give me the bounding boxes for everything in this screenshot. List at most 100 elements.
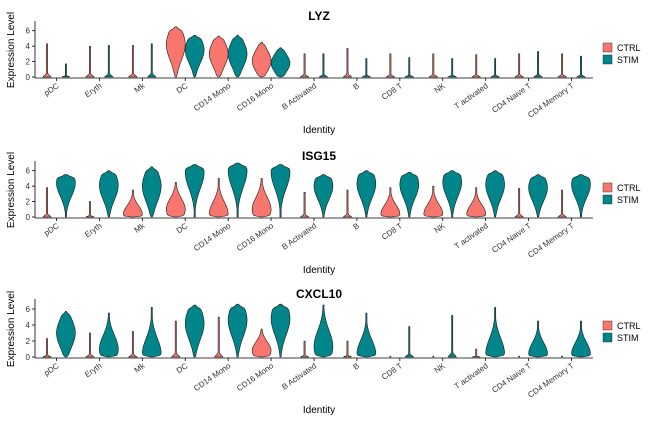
x-tick-label: CD4 Naive T [490,361,533,395]
violin-stim [404,57,415,78]
violin-stim [404,326,415,358]
violin-stim [270,47,291,78]
violin-ctrl [41,338,53,358]
violin-stim [447,58,458,78]
violin-stim [104,45,114,78]
x-tick-label: CD8 T [380,221,404,242]
violin-ctrl [251,41,272,78]
violin-stim [318,53,329,78]
y-tick-label: 0 [26,213,31,222]
violin-ctrl [251,178,272,218]
violin-stim [361,58,372,78]
x-tick-label: Mk [133,361,148,375]
x-tick-label: CD4 Memory T [526,81,576,119]
x-tick-label: Mk [133,81,148,95]
violin-ctrl [380,187,401,218]
violin-ctrl [166,181,186,218]
x-tick-label: CD4 Memory T [526,221,576,259]
y-tick-label: 2 [26,58,31,67]
x-tick-label: NK [433,361,448,375]
x-tick-label: B Activated [280,361,318,391]
x-tick-label: CD16 Mono [235,81,276,113]
violin-ctrl [432,355,435,358]
panel-title: CXCL10 [296,287,342,301]
x-tick-label: Eryth [83,81,103,99]
violin-ctrl [166,26,186,78]
x-tick-label: CD4 Naive T [490,221,533,255]
violin-stim [313,304,334,358]
violin-ctrl [561,355,563,358]
y-axis-label: Expression Level [6,12,17,88]
violin-ctrl [423,185,444,218]
x-tick-label: CD14 Mono [192,221,233,253]
x-tick-label: B [352,81,362,91]
x-tick-label: B [352,221,362,231]
y-tick-label: 4 [26,182,31,191]
violin-ctrl [342,189,353,218]
violin-ctrl [85,45,95,78]
violin-stim [56,311,76,358]
violin-ctrl [127,331,138,358]
y-tick-label: 4 [26,321,31,330]
legend-swatch [602,182,613,193]
y-tick-label: 2 [26,337,31,346]
violin-ctrl [128,45,138,78]
violin-ctrl [385,53,396,78]
violin-stim [575,55,587,78]
x-tick-label: DC [175,361,190,375]
legend-swatch [602,42,613,53]
legend-label: STIM [617,195,639,205]
legend-label: STIM [617,333,639,343]
violin-stim [528,320,548,358]
y-tick-label: 0 [26,73,31,82]
x-axis-label: Identity [303,125,335,136]
x-tick-label: Mk [133,221,148,235]
x-tick-label: CD4 Memory T [526,361,576,399]
legend: CTRL STIM [602,42,641,65]
x-tick-label: NK [433,221,448,235]
violin-stim [442,170,462,218]
violin-stim [142,307,162,358]
violin-ctrl [389,355,392,358]
x-tick-label: pDC [42,361,60,378]
x-tick-label: Eryth [83,221,103,239]
violin-ctrl [518,355,520,358]
violin-stim [356,170,377,218]
violin-stim [184,164,205,218]
violin-stim [227,303,248,358]
violin-stim [399,171,420,218]
violin-ctrl [208,35,229,78]
violin-stim [356,312,377,358]
violin-stim [485,307,505,358]
violin-ctrl [342,48,353,78]
legend-label: CTRL [617,43,641,53]
violin-stim [61,63,71,78]
x-tick-label: CD8 T [380,361,404,382]
y-tick-label: 6 [26,305,31,314]
legend-label: CTRL [617,183,641,193]
violin-ctrl [557,53,568,78]
y-tick-label: 6 [26,27,31,36]
y-axis-label: Expression Level [6,291,17,367]
y-axis-label: Expression Level [6,152,17,228]
legend-swatch [602,194,613,205]
x-tick-label: T activated [453,221,490,251]
panel-title: ISG15 [302,149,336,163]
violin-stim [142,166,162,218]
violin-stim [571,320,591,358]
violin-stim [56,174,76,218]
violin-ctrl [428,53,439,78]
y-tick-label: 2 [26,198,31,207]
violin-ctrl [85,201,95,218]
legend-swatch [602,320,613,331]
violin-stim [99,312,119,358]
x-tick-label: T activated [453,81,490,111]
x-tick-label: CD14 Mono [192,361,233,393]
violin-stim [490,58,501,78]
y-tick-label: 0 [26,353,31,362]
violin-ctrl [42,187,52,218]
x-tick-label: B [352,361,362,371]
violin-stim [270,164,291,218]
